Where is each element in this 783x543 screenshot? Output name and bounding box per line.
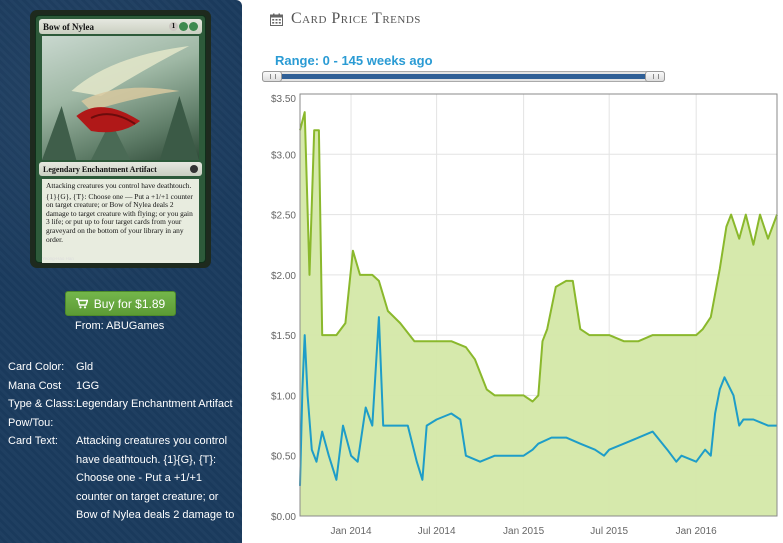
detail-key: Card Text:	[8, 435, 58, 447]
card-frame: Bow of Nylea 1 Lege	[35, 15, 206, 263]
mana-symbol-green	[179, 22, 188, 31]
detail-value: Gld	[76, 361, 94, 373]
range-slider-handle-low[interactable]	[262, 71, 282, 82]
y-tick-label: $0.50	[271, 452, 296, 463]
y-tick-label: $1.50	[271, 331, 296, 342]
seller-label: From: ABUGames	[75, 320, 165, 332]
buy-button-label: Buy for $1.89	[93, 296, 166, 311]
y-tick-label: $3.00	[271, 150, 296, 161]
card-artist: Yeong-Hao Han	[42, 256, 74, 261]
series-area-0	[300, 112, 777, 516]
x-tick-label: Jan 2014	[330, 526, 372, 537]
detail-row-color: Card Color: Gld	[8, 358, 238, 377]
detail-row-card-text: Card Text: Attacking creatures you contr…	[8, 432, 238, 525]
card-type-line: Legendary Enchantment Artifact	[39, 162, 202, 176]
detail-row-mana-cost: Mana Cost 1GG	[8, 377, 238, 396]
series-line-0	[299, 111, 778, 403]
detail-value: Attacking creatures you control have dea…	[76, 435, 235, 521]
detail-row-pow-tou: Pow/Tou:	[8, 414, 238, 433]
buy-button[interactable]: Buy for $1.89	[65, 291, 176, 316]
calendar-icon	[270, 13, 283, 26]
range-slider-handle-high[interactable]	[645, 71, 665, 82]
y-tick-label: $2.50	[271, 211, 296, 222]
card-text-box: Attacking creatures you control have dea…	[42, 179, 199, 263]
section-title: Card Price Trends	[291, 10, 421, 27]
range-slider-fill	[273, 74, 653, 79]
detail-value: 1GG	[76, 379, 100, 392]
price-chart: $0.00 $0.50 $1.00 $1.50 $2.00 $2.50 $3.00 $3.50…	[262, 88, 783, 543]
detail-key: Type & Class:	[8, 398, 76, 410]
card-info-panel: Bow of Nylea 1 Lege	[0, 0, 242, 543]
card-image[interactable]: Bow of Nylea 1 Lege	[30, 10, 211, 268]
card-rules-text-1: Attacking creatures you control have dea…	[46, 181, 192, 190]
card-art	[42, 36, 199, 160]
x-tick-label: Jul 2015	[590, 526, 628, 537]
card-rules-text-2: {1}{G}, {T}: Choose one — Put a +1/+1 co…	[46, 191, 193, 244]
cart-icon	[75, 298, 88, 309]
price-chart-svg: $0.00 $0.50 $1.00 $1.50 $2.00 $2.50 $3.00 $3.50…	[271, 93, 778, 537]
range-label: Range: 0 - 145 weeks ago	[275, 53, 433, 68]
y-tick-label: $1.00	[271, 391, 296, 402]
card-title-bar: Bow of Nylea 1	[39, 19, 202, 34]
plot-frame	[299, 93, 778, 517]
range-slider[interactable]	[262, 71, 665, 82]
price-trends-header: Card Price Trends	[270, 10, 421, 28]
y-tick-label: $0.00	[271, 512, 296, 523]
detail-value: Legendary Enchantment Artifact	[76, 398, 233, 410]
card-details: Card Color: Gld Mana Cost 1GG Type & Cla…	[8, 358, 238, 525]
mana-symbol-generic: 1	[169, 22, 178, 31]
detail-row-type: Type & Class: Legendary Enchantment Arti…	[8, 395, 238, 414]
card-type-text: Legendary Enchantment Artifact	[43, 164, 157, 174]
detail-value	[76, 414, 238, 433]
detail-key: Mana Cost	[8, 379, 62, 392]
series-line-1	[299, 316, 777, 486]
detail-key: Pow/Tou:	[8, 416, 54, 429]
detail-key: Card Color:	[8, 361, 65, 373]
mana-symbol-green	[189, 22, 198, 31]
card-name: Bow of Nylea	[43, 21, 94, 32]
mana-symbols: 1	[169, 22, 198, 31]
x-tick-label: Jul 2014	[418, 526, 456, 537]
x-tick-label: Jan 2016	[676, 526, 718, 537]
y-tick-label: $3.50	[271, 94, 296, 105]
x-tick-label: Jan 2015	[503, 526, 545, 537]
y-tick-label: $2.00	[271, 271, 296, 282]
set-symbol-icon	[190, 165, 198, 173]
